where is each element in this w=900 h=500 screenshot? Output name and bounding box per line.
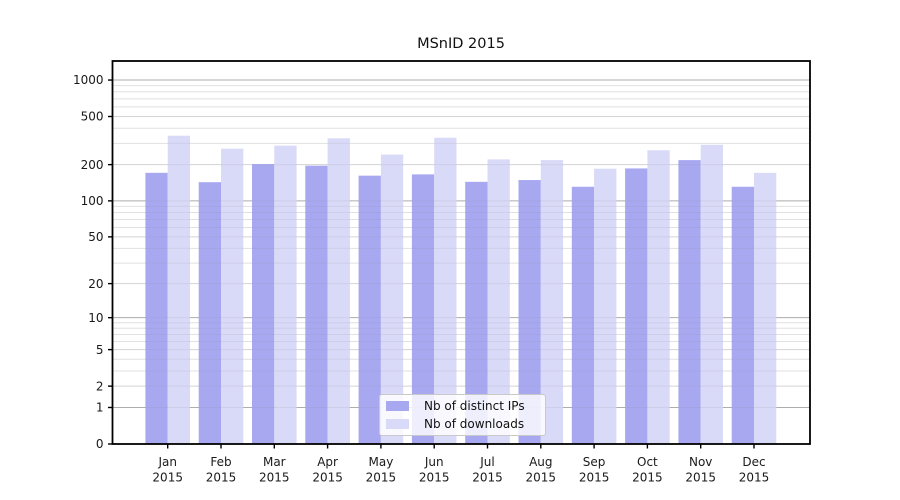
bar-apr-downloads (327, 138, 350, 445)
y-tick-label: 1 (96, 401, 104, 415)
bar-nov-downloads (700, 144, 723, 444)
x-tick-label-month: Jan (157, 455, 177, 469)
x-tick-label-year: 2015 (259, 471, 290, 485)
legend-swatch-distinct-ips-icon (386, 401, 409, 412)
bar-jan-ips (145, 172, 168, 445)
bar-jun-downloads (434, 137, 457, 444)
bar-jan-downloads (167, 135, 190, 445)
x-tick-label-year: 2015 (526, 471, 557, 485)
bar-mar-ips (252, 164, 275, 445)
legend: Nb of distinct IPs Nb of downloads (379, 394, 546, 436)
bar-may-downloads (380, 154, 404, 444)
bar-aug-ips (518, 180, 541, 444)
x-tick-label-year: 2015 (419, 471, 450, 485)
x-tick-label-year: 2015 (472, 471, 503, 485)
bar-mar-downloads (274, 145, 297, 444)
x-tick-label-month: Apr (317, 455, 338, 469)
y-tick-label: 50 (88, 230, 103, 244)
y-tick-label: 1000 (73, 73, 104, 87)
x-tick-label-year: 2015 (739, 471, 770, 485)
y-tick-label: 5 (96, 343, 104, 357)
bar-feb-downloads (221, 148, 244, 444)
bar-jun-ips (411, 174, 435, 444)
bar-apr-ips (305, 165, 328, 444)
bar-jul-ips (465, 181, 488, 445)
x-tick-label-month: Oct (637, 455, 658, 469)
bar-oct-ips (625, 168, 648, 445)
x-tick-label-month: May (368, 455, 393, 469)
y-tick-label: 20 (88, 277, 103, 291)
x-tick-label-year: 2015 (366, 471, 397, 485)
plot-frame (111, 60, 811, 445)
legend-item-distinct-ips: Nb of distinct IPs (386, 400, 545, 412)
x-tick-label-year: 2015 (206, 471, 237, 485)
bar-nov-ips (678, 160, 701, 444)
x-tick-label-year: 2015 (152, 471, 183, 485)
x-tick-label-month: Jun (424, 455, 444, 469)
bar-may-ips (358, 175, 381, 445)
y-tick-label: 10 (88, 311, 103, 325)
y-tick-label: 2 (96, 379, 104, 393)
chart-title: MSnID 2015 (417, 36, 505, 52)
bar-oct-downloads (647, 150, 670, 444)
x-tick-label-month: Nov (689, 455, 712, 469)
bar-aug-downloads (540, 160, 564, 444)
legend-label-downloads: Nb of downloads (424, 416, 525, 431)
x-tick-label-year: 2015 (312, 471, 343, 485)
x-tick-label-year: 2015 (632, 471, 663, 485)
legend-swatch-downloads-icon (386, 418, 409, 429)
x-tick-label-year: 2015 (579, 471, 610, 485)
bar-jul-downloads (487, 159, 510, 444)
x-tick-label-month: Sep (583, 455, 606, 469)
x-tick-label-year: 2015 (685, 471, 716, 485)
bar-feb-ips (198, 182, 221, 445)
bar-dec-ips (731, 186, 754, 444)
y-tick-label: 0 (96, 437, 104, 451)
y-tick-label: 500 (81, 110, 104, 124)
x-tick-label-month: Aug (529, 455, 552, 469)
bar-dec-downloads (754, 172, 777, 445)
x-tick-label-month: Mar (263, 455, 286, 469)
x-tick-label-month: Jul (479, 455, 494, 469)
legend-item-downloads: Nb of downloads (386, 418, 545, 430)
x-tick-label-month: Feb (210, 455, 231, 469)
y-tick-label: 200 (81, 158, 104, 172)
bar-sep-downloads (594, 168, 617, 445)
x-tick-label-month: Dec (742, 455, 765, 469)
bar-sep-ips (571, 186, 595, 444)
y-tick-label: 100 (81, 194, 104, 208)
legend-label-distinct-ips: Nb of distinct IPs (424, 399, 525, 414)
